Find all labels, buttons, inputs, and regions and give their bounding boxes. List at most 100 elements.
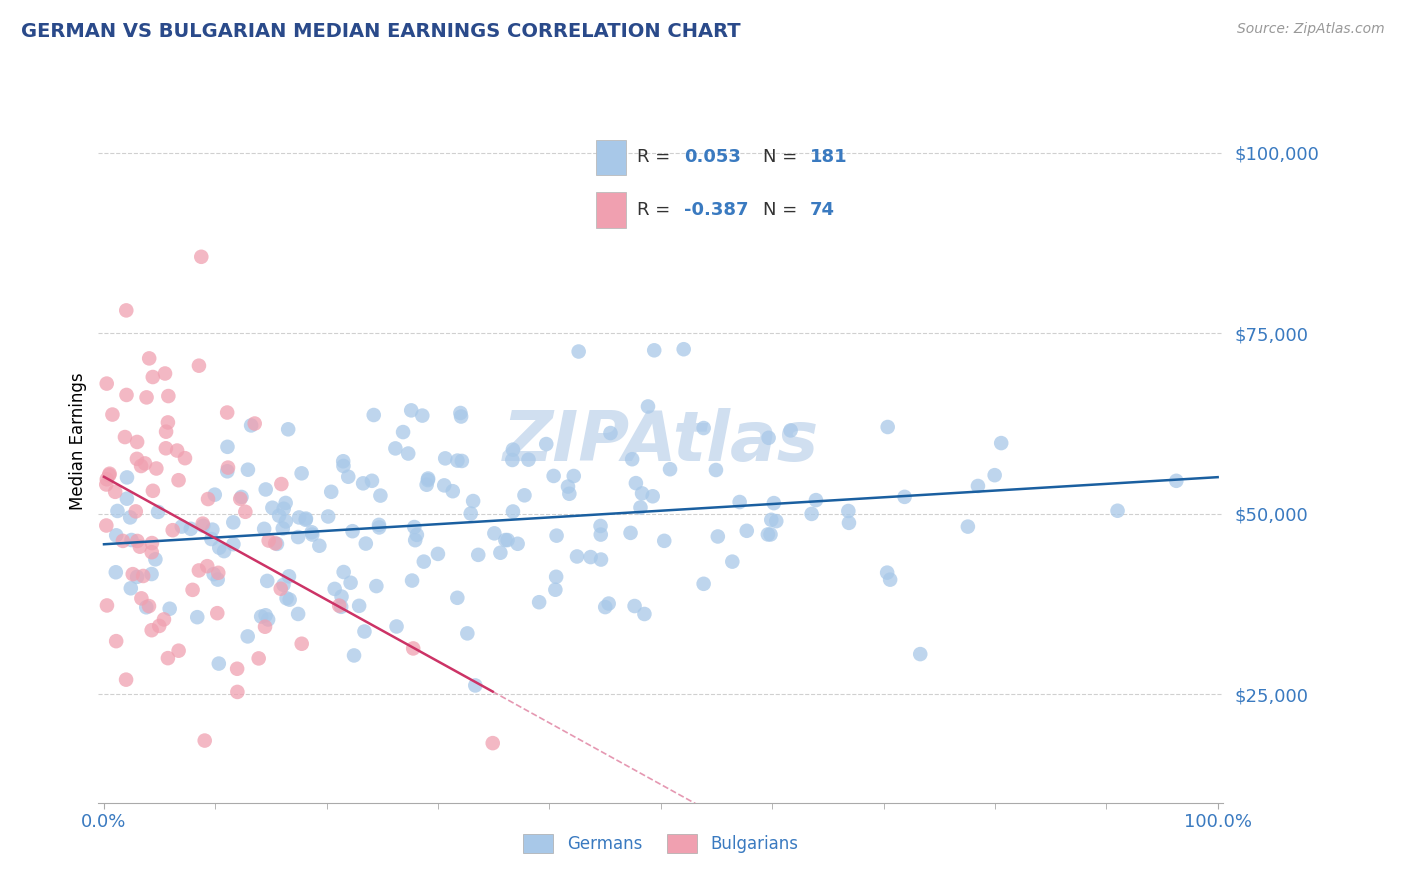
- Point: [643, 343, 665, 358]
- Point: [217, 440, 239, 454]
- Point: [368, 520, 391, 534]
- Point: [339, 575, 361, 590]
- Point: [111, 533, 134, 548]
- Point: [489, 546, 512, 560]
- Point: [728, 495, 751, 509]
- Point: [243, 417, 266, 431]
- Point: [187, 564, 209, 578]
- Point: [441, 484, 464, 499]
- Point: [415, 477, 437, 491]
- Point: [579, 550, 602, 565]
- Point: [121, 533, 143, 547]
- Point: [217, 464, 239, 478]
- Point: [565, 549, 588, 564]
- Point: [155, 442, 177, 456]
- Point: [115, 470, 138, 484]
- Point: [404, 520, 426, 534]
- Point: [624, 476, 647, 491]
- Point: [433, 478, 456, 492]
- Point: [96, 376, 118, 391]
- Point: [460, 507, 482, 521]
- Point: [631, 486, 654, 500]
- Point: [204, 488, 226, 502]
- Point: [956, 519, 979, 533]
- Point: [197, 491, 219, 506]
- Point: [180, 522, 202, 536]
- Point: [536, 437, 558, 451]
- Point: [308, 539, 330, 553]
- Point: [229, 491, 252, 506]
- Point: [96, 518, 118, 533]
- Y-axis label: Median Earnings: Median Earnings: [69, 373, 87, 510]
- Point: [494, 533, 516, 547]
- Point: [876, 566, 898, 580]
- Point: [194, 733, 217, 747]
- Point: [449, 406, 471, 420]
- Point: [704, 463, 727, 477]
- Point: [254, 483, 277, 497]
- Point: [207, 573, 229, 587]
- Point: [761, 513, 783, 527]
- Point: [274, 515, 297, 529]
- Point: [721, 555, 744, 569]
- Point: [256, 574, 278, 588]
- Point: [399, 403, 422, 417]
- Point: [392, 425, 415, 439]
- Point: [141, 624, 163, 638]
- Point: [352, 476, 374, 491]
- Point: [450, 454, 472, 468]
- Point: [270, 477, 292, 491]
- Point: [170, 519, 193, 533]
- Point: [127, 533, 149, 548]
- Point: [156, 416, 179, 430]
- Point: [105, 528, 128, 542]
- Point: [142, 483, 165, 498]
- Legend: Germans, Bulgarians: Germans, Bulgarians: [516, 827, 806, 860]
- Point: [370, 489, 392, 503]
- Text: GERMAN VS BULGARIAN MEDIAN EARNINGS CORRELATION CHART: GERMAN VS BULGARIAN MEDIAN EARNINGS CORR…: [21, 22, 741, 41]
- Point: [328, 599, 350, 613]
- Point: [155, 425, 177, 439]
- Point: [153, 367, 176, 381]
- Point: [416, 473, 439, 487]
- Point: [288, 510, 311, 524]
- Point: [276, 591, 298, 606]
- Point: [145, 552, 167, 566]
- Point: [652, 533, 675, 548]
- Point: [543, 469, 565, 483]
- Point: [598, 597, 620, 611]
- Point: [105, 634, 128, 648]
- Point: [756, 527, 779, 541]
- Point: [148, 619, 170, 633]
- Point: [1107, 504, 1129, 518]
- Point: [513, 488, 536, 502]
- Point: [450, 409, 472, 424]
- Point: [236, 463, 259, 477]
- Point: [250, 609, 273, 624]
- Point: [202, 567, 225, 582]
- Point: [330, 599, 353, 614]
- Point: [222, 537, 245, 551]
- Point: [502, 504, 524, 518]
- Point: [200, 532, 222, 546]
- Point: [141, 536, 163, 550]
- Point: [278, 569, 301, 583]
- Point: [257, 612, 280, 626]
- Point: [212, 544, 235, 558]
- Point: [222, 516, 245, 530]
- Point: [967, 479, 990, 493]
- Text: ZIPAtlas: ZIPAtlas: [503, 408, 818, 475]
- Point: [502, 442, 524, 457]
- Point: [273, 501, 295, 516]
- Point: [332, 454, 354, 468]
- Point: [589, 552, 612, 566]
- Point: [546, 528, 568, 542]
- Point: [247, 651, 270, 665]
- Point: [131, 591, 153, 606]
- Point: [138, 351, 160, 366]
- Point: [162, 523, 184, 537]
- Point: [384, 442, 406, 456]
- Point: [332, 565, 354, 579]
- Point: [347, 599, 370, 613]
- Point: [837, 504, 859, 518]
